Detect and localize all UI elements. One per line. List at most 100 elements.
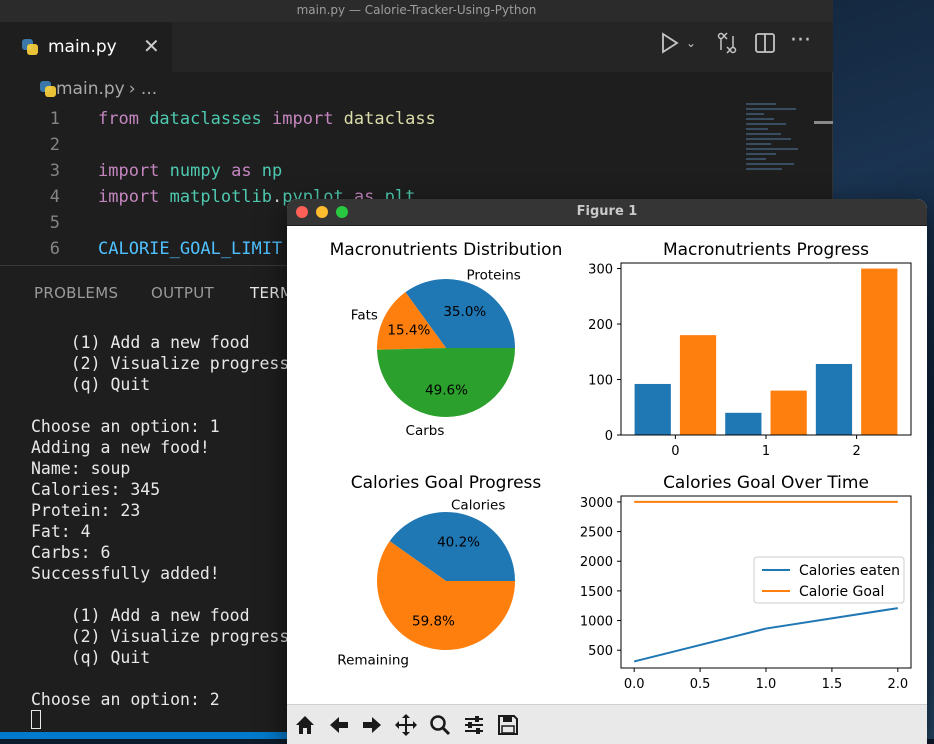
charts-svg: Macronutrients Distribution 35.0% Proteins… xyxy=(330,240,912,692)
forward-arrow-icon[interactable] xyxy=(357,711,387,739)
figure-canvas[interactable]: Macronutrients Distribution 35.0% Proteins… xyxy=(287,226,927,704)
terminal-line: Carbs: 6 xyxy=(31,543,111,562)
window-title: main.py — Calorie-Tracker-Using-Python xyxy=(0,0,833,22)
terminal-output[interactable]: (1) Add a new food (2) Visualize progres… xyxy=(31,332,289,731)
close-icon[interactable]: ✕ xyxy=(143,34,160,58)
maximize-window-icon[interactable] xyxy=(336,206,348,218)
breadcrumb-more[interactable]: › ... xyxy=(128,79,158,99)
terminal-line: (2) Visualize progress xyxy=(31,627,290,646)
tab-output[interactable]: OUTPUT xyxy=(151,284,214,302)
line-number: 5 xyxy=(49,213,60,233)
pie-percent-label: 15.4% xyxy=(387,323,430,339)
x-tick-label: 0.0 xyxy=(624,677,645,692)
pie-percent-label: 49.6% xyxy=(425,382,468,398)
home-icon[interactable] xyxy=(290,711,320,739)
terminal-line: Fat: 4 xyxy=(31,522,91,541)
code-token: . xyxy=(272,187,283,207)
save-icon[interactable] xyxy=(493,711,523,739)
close-window-icon[interactable] xyxy=(296,206,308,218)
pan-icon[interactable] xyxy=(391,711,421,739)
tab-terminal[interactable]: TERM xyxy=(250,284,294,302)
line-number: 4 xyxy=(49,187,60,207)
panel-tab-bar: PROBLEMS OUTPUT TERM xyxy=(0,266,833,318)
terminal-line: Protein: 23 xyxy=(31,501,141,520)
code-token: from xyxy=(98,109,150,129)
minimap[interactable] xyxy=(746,100,816,200)
terminal-line: Adding a new food! xyxy=(31,438,210,457)
code-editor[interactable]: 1 from dataclasses import dataclass 2 3 impo… xyxy=(0,106,833,266)
y-tick-label: 1500 xyxy=(580,585,613,600)
code-token: CALORIE_GOAL_LIMIT xyxy=(98,239,283,259)
terminal-prompt-line xyxy=(31,710,289,731)
python-file-icon xyxy=(22,39,38,55)
terminal-line xyxy=(31,584,289,605)
code-text: CALORIE_GOAL_LIMIT xyxy=(98,236,282,262)
y-tick-label: 2500 xyxy=(580,526,613,541)
pie-slice xyxy=(377,541,515,650)
legend-box xyxy=(753,556,905,604)
pie-slice xyxy=(377,348,515,418)
more-actions-icon[interactable]: ··· xyxy=(790,28,811,53)
x-tick-label: 2.0 xyxy=(887,677,908,692)
configure-subplots-icon[interactable] xyxy=(459,711,489,739)
terminal-line: Choose an option: 2 xyxy=(31,690,220,709)
x-tick-label: 1.0 xyxy=(756,677,777,692)
tab-problems[interactable]: PROBLEMS xyxy=(34,284,119,302)
tab-main-py[interactable]: main.py ✕ xyxy=(0,22,172,72)
tab-label: main.py xyxy=(48,37,117,57)
minimize-window-icon[interactable] xyxy=(316,206,328,218)
series-line xyxy=(633,607,898,663)
code-token: np xyxy=(261,161,283,181)
pie-slice xyxy=(377,292,446,350)
pie-category-label: Fats xyxy=(351,307,378,323)
code-token: import xyxy=(98,161,170,181)
breadcrumb: main.py › ... xyxy=(0,72,833,106)
terminal-line: Calories: 345 xyxy=(31,480,161,499)
breadcrumb-file[interactable]: main.py xyxy=(56,79,125,99)
editor-tab-bar: main.py ✕ ⌄ ··· xyxy=(0,22,833,72)
legend-label: Calories eaten xyxy=(799,563,900,579)
back-arrow-icon[interactable] xyxy=(324,711,354,739)
chart-title: Macronutrients Distribution xyxy=(330,240,563,260)
y-tick-label: 200 xyxy=(588,318,613,333)
code-token: dataclass xyxy=(343,109,436,129)
terminal-cursor xyxy=(31,710,41,729)
bar xyxy=(725,412,762,435)
pie-percent-label: 59.8% xyxy=(412,613,455,629)
pie-category-label: Remaining xyxy=(337,652,409,668)
compare-changes-icon[interactable] xyxy=(716,32,738,59)
pie-category-label: Carbs xyxy=(406,423,445,439)
x-tick-label: 2 xyxy=(852,444,860,459)
python-file-icon xyxy=(32,81,56,97)
bar xyxy=(861,268,898,435)
bar xyxy=(770,390,807,435)
chevron-down-icon[interactable]: ⌄ xyxy=(686,36,697,50)
terminal-line xyxy=(31,668,289,689)
split-editor-icon[interactable] xyxy=(754,32,776,59)
pie-category-label: Proteins xyxy=(466,267,520,283)
y-tick-label: 1000 xyxy=(580,615,613,630)
pie-percent-label: 35.0% xyxy=(443,304,486,320)
code-token: dataclasses xyxy=(149,109,273,129)
terminal-line: Choose an option: 1 xyxy=(31,417,220,436)
figure-titlebar: Figure 1 xyxy=(287,199,927,226)
run-icon[interactable] xyxy=(660,32,680,59)
terminal-line xyxy=(31,395,289,416)
code-text: from dataclasses import dataclass xyxy=(98,106,436,132)
terminal-line: (1) Add a new food xyxy=(31,333,250,352)
terminal-line: (1) Add a new food xyxy=(31,606,250,625)
y-tick-label: 100 xyxy=(588,374,613,389)
y-tick-label: 300 xyxy=(588,263,613,278)
code-token: import xyxy=(272,109,344,129)
terminal-line: Successfully added! xyxy=(31,564,220,583)
figure-toolbar xyxy=(287,704,927,744)
zoom-icon[interactable] xyxy=(425,711,455,739)
code-token: import xyxy=(98,187,170,207)
y-tick-label: 3000 xyxy=(580,496,613,511)
y-tick-label: 500 xyxy=(588,644,613,659)
editor-scrollbar[interactable] xyxy=(814,121,833,124)
status-bar xyxy=(0,732,290,739)
terminal-line: (q) Quit xyxy=(31,375,151,394)
figure-title: Figure 1 xyxy=(576,204,638,219)
bar xyxy=(679,335,717,435)
